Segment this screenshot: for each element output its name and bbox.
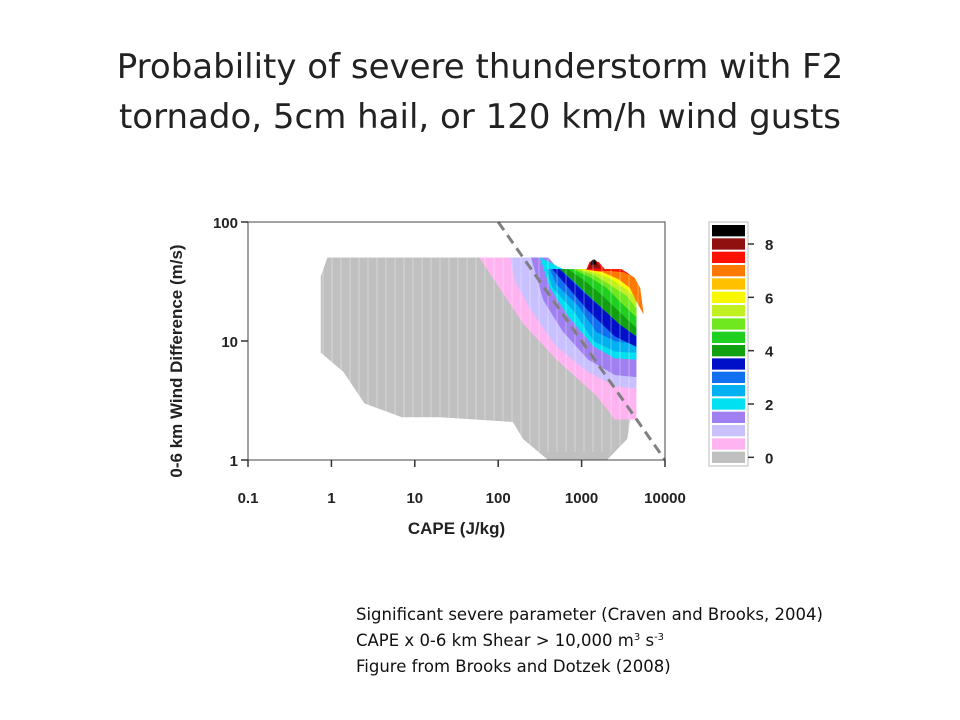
colorbar-tick-label: 6 xyxy=(765,290,773,307)
y-tick-label: 10 xyxy=(221,334,238,351)
colorbar-swatch xyxy=(712,385,745,397)
colorbar-swatch xyxy=(712,438,745,450)
caption-line-2-text: CAPE x 0-6 km Shear > 10,000 m xyxy=(356,631,634,650)
x-axis-label: CAPE (J/kg) xyxy=(408,519,505,538)
colorbar-swatch xyxy=(712,331,745,343)
colorbar-swatch xyxy=(712,371,745,383)
y-tick-label: 100 xyxy=(213,215,238,232)
colorbar-swatch xyxy=(712,291,745,303)
colorbar-ticks: 0 2 4 6 8 xyxy=(748,237,774,467)
colorbar-swatch xyxy=(712,225,745,237)
x-tick-label: 0.1 xyxy=(238,490,259,507)
colorbar-swatch xyxy=(712,238,745,250)
grid-lines xyxy=(313,242,684,452)
colorbar-swatch xyxy=(712,278,745,290)
colorbar-tick-label: 4 xyxy=(765,344,774,361)
colorbar-swatch xyxy=(712,265,745,277)
caption-line-2-unit: s xyxy=(640,631,655,650)
colorbar-frame xyxy=(708,221,749,467)
threshold-line xyxy=(496,221,667,461)
colorbar-tick-label: 2 xyxy=(765,397,773,414)
colorbar-swatch xyxy=(712,305,745,317)
colorbar-swatch xyxy=(712,425,745,437)
colorbar-swatch xyxy=(712,358,745,370)
slide-title-line-1: Probability of severe thunderstorm with … xyxy=(116,47,844,87)
x-tick-label: 100 xyxy=(486,490,511,507)
probability-regions xyxy=(320,257,644,461)
x-tick-label: 1 xyxy=(327,490,335,507)
x-tick-label: 10 xyxy=(406,490,423,507)
x-tick-label: 1000 xyxy=(565,490,598,507)
colorbar-swatch xyxy=(712,451,745,463)
caption-superscript-minus-3: -3 xyxy=(654,632,665,643)
y-axis-label: 0-6 km Wind Difference (m/s) xyxy=(167,244,186,477)
colorbar-tick-label: 8 xyxy=(765,237,773,254)
y-axis: 1 10 100 xyxy=(213,215,248,470)
y-tick-label: 1 xyxy=(230,453,238,470)
colorbar-swatch xyxy=(712,318,745,330)
caption-line-1: Significant severe parameter (Craven and… xyxy=(356,605,823,624)
x-axis: 0.1 1 10 100 1000 10000 xyxy=(238,460,686,507)
colorbar-swatch xyxy=(712,345,745,357)
colorbar-swatch xyxy=(712,398,745,410)
colorbar xyxy=(708,221,749,467)
caption-line-3: Figure from Brooks and Dotzek (2008) xyxy=(356,657,671,676)
caption-line-2: CAPE x 0-6 km Shear > 10,000 m3 s-3 xyxy=(356,628,823,654)
caption-superscript-3: 3 xyxy=(633,632,641,643)
region-level-3-5 xyxy=(552,269,637,347)
x-tick-label: 10000 xyxy=(644,490,686,507)
colorbar-swatch xyxy=(712,251,745,263)
slide-title: Probability of severe thunderstorm with … xyxy=(40,42,920,142)
cape-shear-heatmap: 0.1 1 10 100 1000 10000 1 10 100 CAPE (J/kg) 0-… xyxy=(167,190,788,550)
colorbar-tick-label: 0 xyxy=(765,450,773,467)
colorbar-swatch xyxy=(712,411,745,423)
figure-caption: Significant severe parameter (Craven and… xyxy=(356,602,823,680)
region-level-8-5 xyxy=(590,259,597,265)
slide-title-line-2: tornado, 5cm hail, or 120 km/h wind gust… xyxy=(118,97,842,137)
